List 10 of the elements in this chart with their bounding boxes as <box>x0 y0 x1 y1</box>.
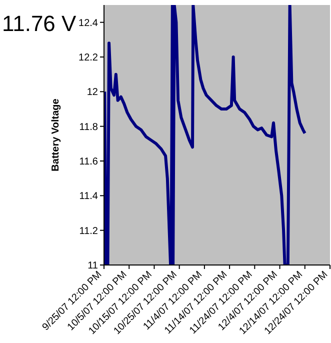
y-tick-label: 12.4 <box>78 18 98 29</box>
y-tick-label: 11.4 <box>79 191 98 202</box>
chart-title: 11.76 V <box>2 11 76 37</box>
y-tick-label: 12 <box>86 87 98 98</box>
y-tick-label: 11 <box>88 260 98 272</box>
y-tick-label: 12.2 <box>78 52 98 64</box>
y-axis-title: Battery Voltage <box>50 98 62 172</box>
y-tick-label: 11.2 <box>79 226 98 237</box>
y-tick-label: 11.6 <box>79 156 98 168</box>
y-tick-label: 11.8 <box>79 122 98 133</box>
